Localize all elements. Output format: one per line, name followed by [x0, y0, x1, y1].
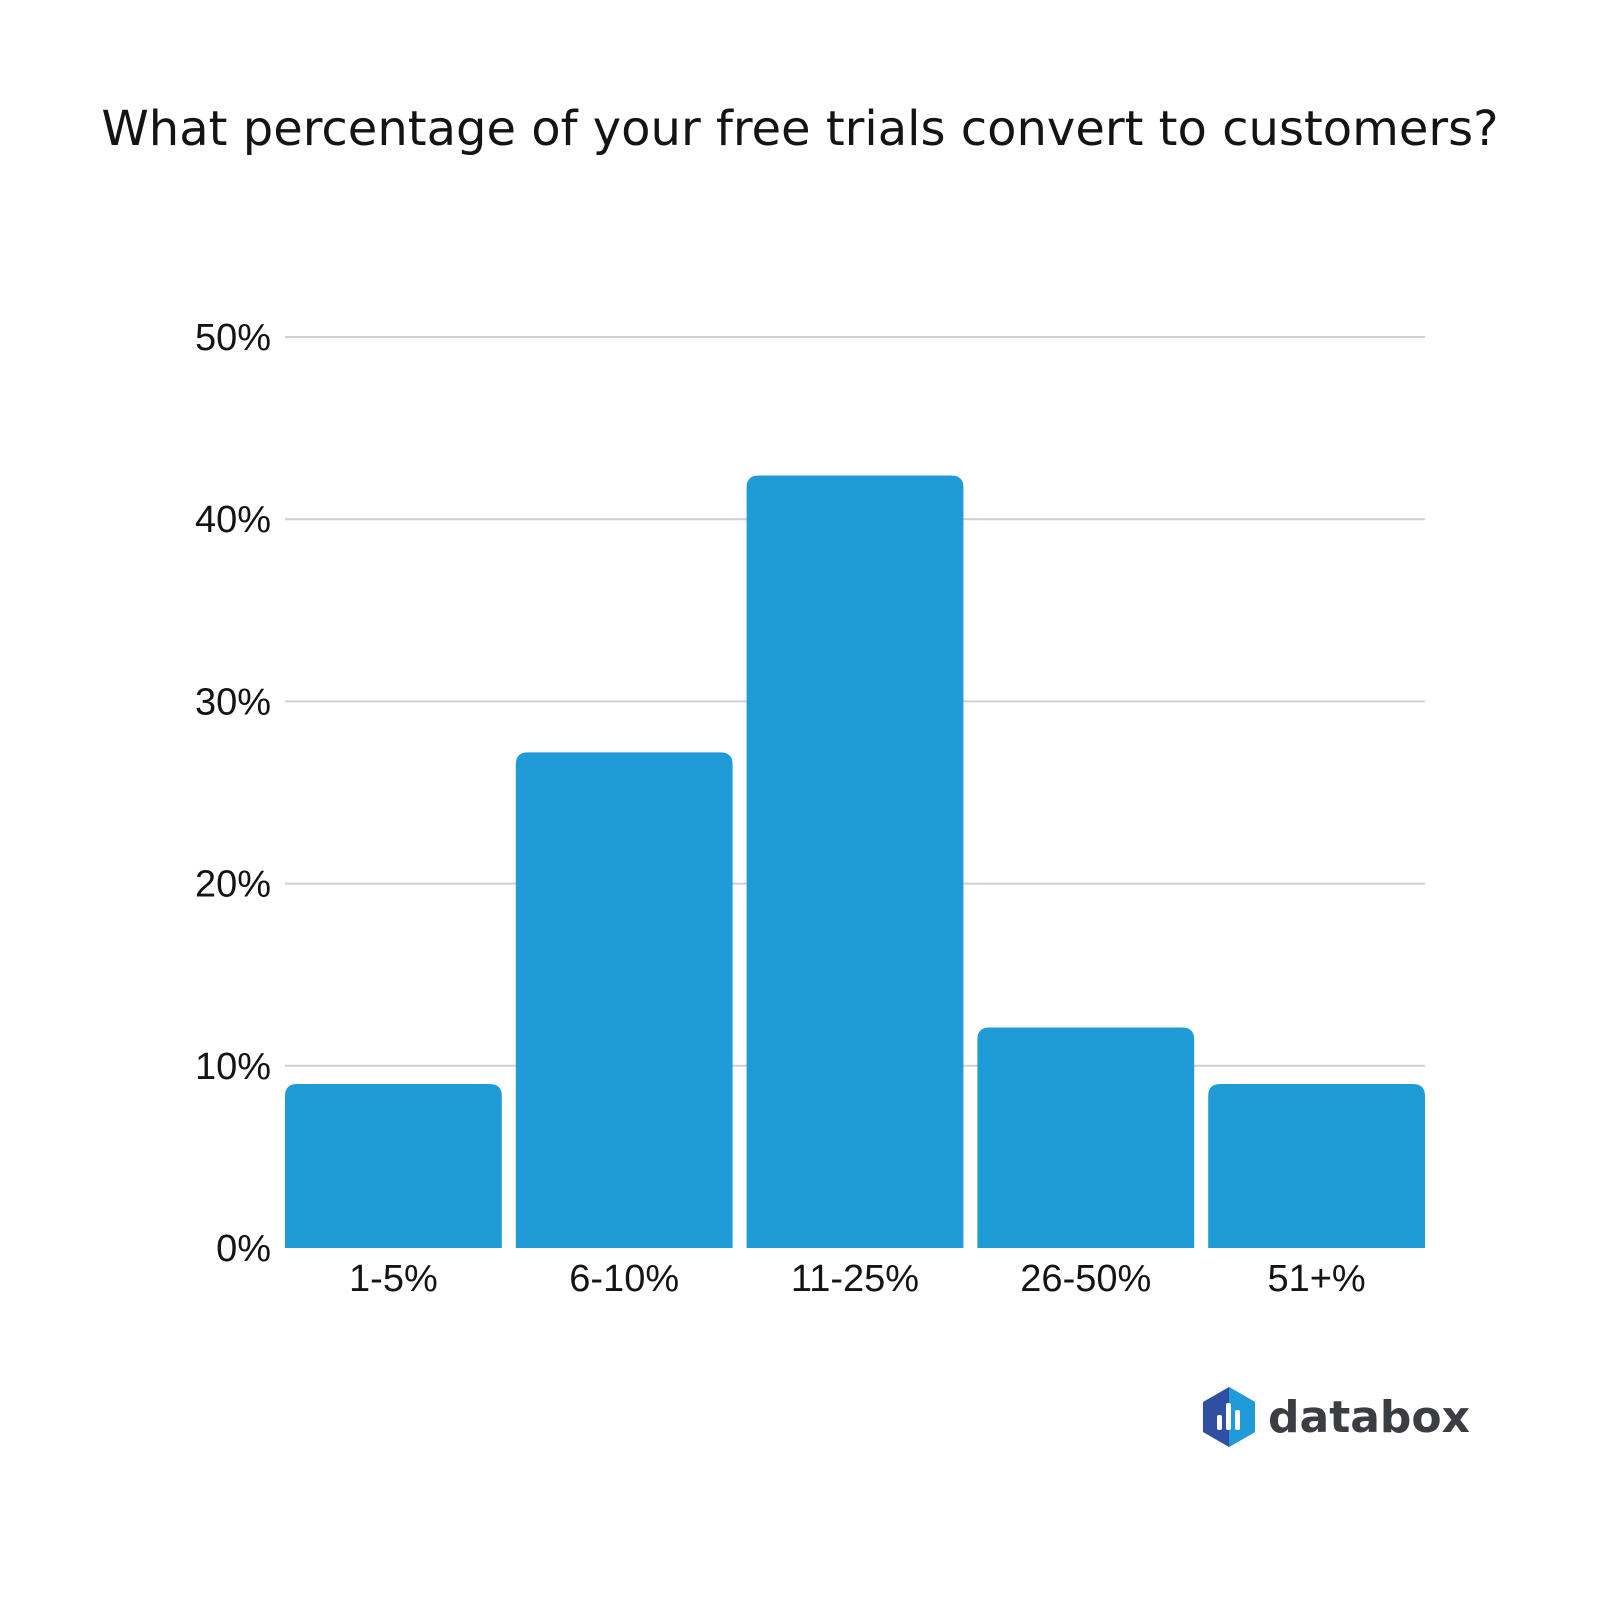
bar-5	[1208, 1084, 1425, 1248]
bar-4	[977, 1027, 1195, 1248]
x-tick-label: 1-5%	[349, 1258, 438, 1300]
x-tick-label: 11-25%	[791, 1258, 919, 1300]
y-tick-label: 50%	[195, 317, 271, 359]
y-tick-label: 20%	[195, 864, 271, 906]
brand-name: databox	[1268, 1392, 1470, 1443]
chart-title: What percentage of your free trials conv…	[101, 101, 1498, 157]
x-tick-label: 26-50%	[1020, 1258, 1151, 1300]
bar-2	[515, 752, 733, 1248]
y-tick-label: 0%	[216, 1228, 271, 1270]
y-tick-label: 30%	[195, 681, 271, 723]
y-tick-label: 40%	[195, 499, 271, 541]
y-axis-tick-labels: 0% 10% 20% 30% 40% 50%	[195, 317, 271, 1270]
databox-logo-icon	[1203, 1387, 1255, 1447]
x-tick-label: 6-10%	[569, 1258, 679, 1300]
bars	[285, 475, 1425, 1248]
databox-logo: databox	[1203, 1387, 1470, 1447]
x-tick-label: 51+%	[1267, 1258, 1365, 1300]
bar-1	[285, 1084, 502, 1248]
bar-3	[746, 475, 964, 1248]
x-axis-tick-labels: 1-5% 6-10% 11-25% 26-50% 51+%	[349, 1258, 1366, 1300]
y-tick-label: 10%	[195, 1046, 271, 1088]
